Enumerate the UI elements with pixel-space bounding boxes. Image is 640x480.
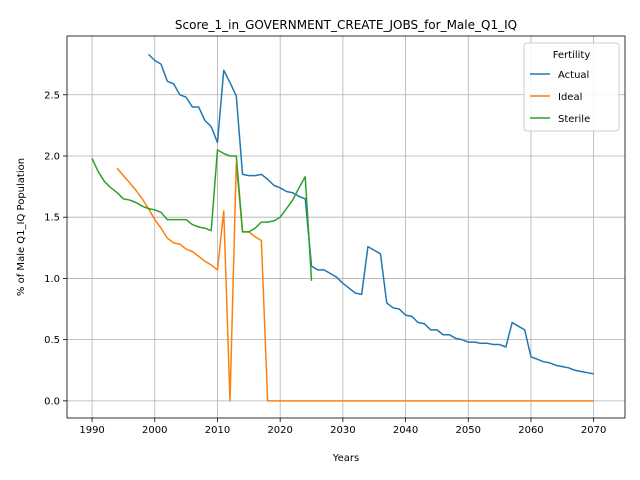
x-tick-label: 2010 xyxy=(205,425,230,436)
y-tick-label: 2.0 xyxy=(44,151,60,162)
ticks: 1990 2000 2010 2020 2030 2040 2050 2060 2070 0.0 0… xyxy=(44,90,606,436)
legend-label-ideal: Ideal xyxy=(558,92,582,103)
y-tick-label: 0.5 xyxy=(44,335,60,346)
legend-label-sterile: Sterile xyxy=(558,114,590,125)
legend: Fertility Actual Ideal Sterile xyxy=(523,42,620,132)
legend-box xyxy=(523,42,620,132)
y-axis-label: % of Male Q1_IQ Population xyxy=(16,158,27,296)
series-line-sterile xyxy=(91,149,313,281)
legend-label-actual: Actual xyxy=(558,70,589,81)
y-tick-label: 1.0 xyxy=(44,274,60,285)
x-tick-label: 2060 xyxy=(518,425,543,436)
y-tick-label: 1.5 xyxy=(44,213,60,224)
series-group xyxy=(91,53,594,402)
y-tick-label: 0.0 xyxy=(44,396,60,407)
x-tick-label: 2040 xyxy=(393,425,418,436)
series-line-actual xyxy=(147,53,594,375)
x-tick-label: 2020 xyxy=(267,425,292,436)
legend-title: Fertility xyxy=(553,50,591,61)
x-tick-label: 2070 xyxy=(581,425,606,436)
chart-title: Score_1_in_GOVERNMENT_CREATE_JOBS_for_Ma… xyxy=(175,18,517,32)
plot-frame xyxy=(66,35,626,419)
x-tick-label: 2050 xyxy=(456,425,481,436)
x-tick-label: 2000 xyxy=(142,425,167,436)
y-tick-label: 2.5 xyxy=(44,90,60,101)
x-axis-label: Years xyxy=(332,453,359,464)
x-tick-label: 2030 xyxy=(330,425,355,436)
x-tick-label: 1990 xyxy=(79,425,104,436)
